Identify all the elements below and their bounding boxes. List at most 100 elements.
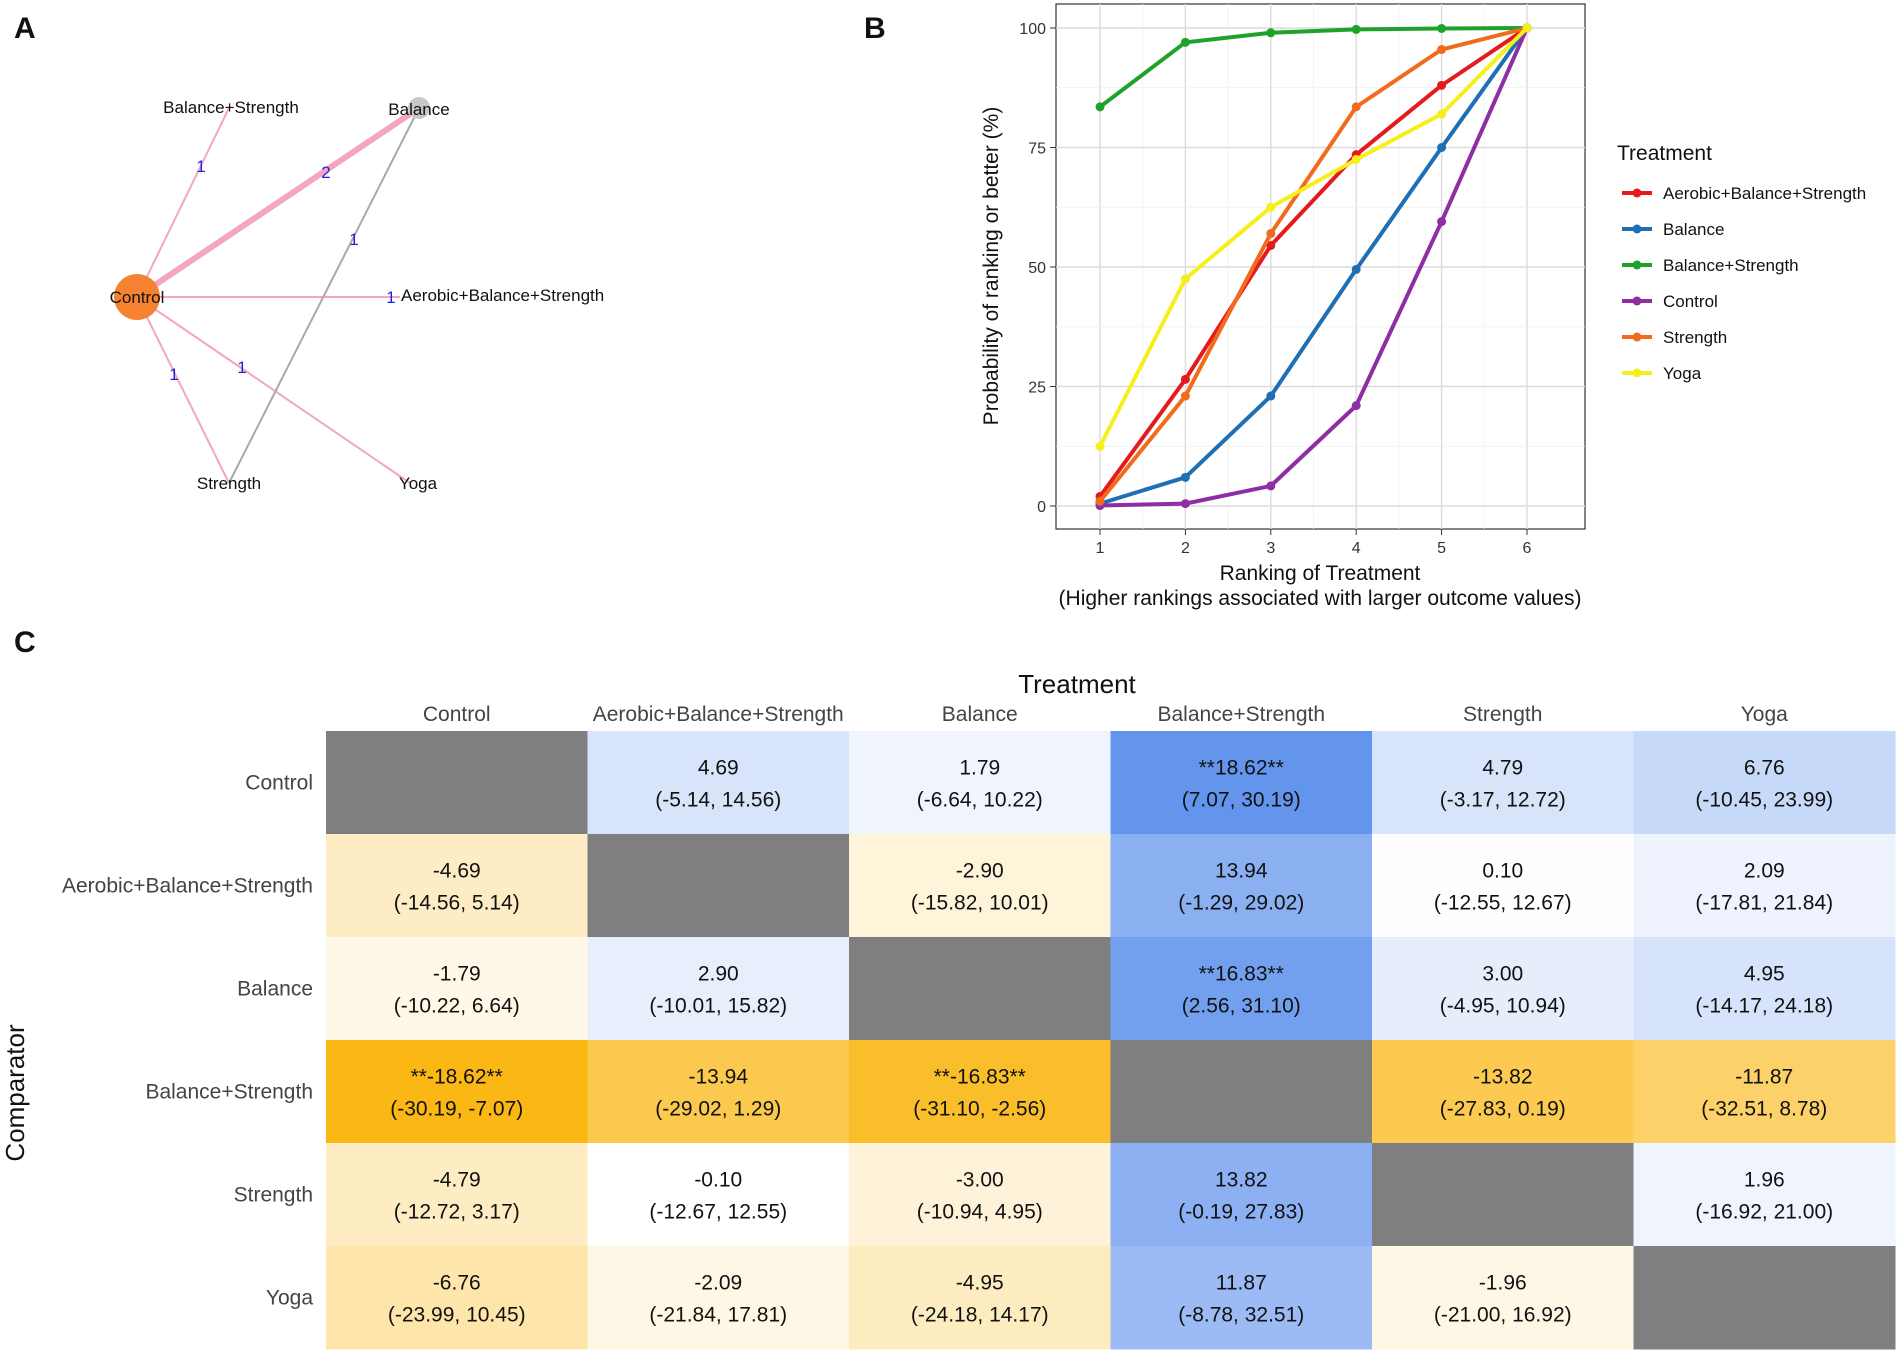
- heatmap-cell: [1633, 1040, 1896, 1144]
- heatmap-cell-estimate: 1.96: [1744, 1169, 1785, 1192]
- control-node: [114, 274, 160, 320]
- edge-balance-strength: [228, 107, 420, 484]
- heatmap-cell-estimate: 2.90: [698, 963, 739, 986]
- panel-b-label: B: [864, 12, 886, 45]
- heatmap-cell-estimate: 0.10: [1482, 860, 1523, 883]
- heatmap-cell: [1633, 937, 1896, 1041]
- heatmap-cell: [1372, 1040, 1634, 1144]
- heatmap-cell-ci: (-6.64, 10.22): [917, 789, 1043, 812]
- legend-swatch-point: [1632, 368, 1642, 378]
- heatmap-cell-ci: (-12.72, 3.17): [394, 1201, 520, 1224]
- heatmap-cell-ci: (-23.99, 10.45): [388, 1304, 526, 1327]
- heatmap-cell-ci: (-0.19, 27.83): [1178, 1201, 1304, 1224]
- legend-item-label: Aerobic+Balance+Strength: [1663, 184, 1866, 203]
- heatmap-cell: [1633, 1143, 1896, 1247]
- series-point: [1180, 374, 1190, 384]
- heatmap-cell: [587, 937, 850, 1041]
- x-axis-subtitle: (Higher rankings associated with larger …: [1059, 587, 1582, 610]
- heatmap-diagonal-cell: [326, 731, 588, 835]
- heatmap-cell-ci: (-32.51, 8.78): [1701, 1098, 1827, 1121]
- series-point: [1180, 274, 1190, 284]
- edge-label-balance-strength: 1: [349, 230, 358, 249]
- heatmap-cell: [1372, 731, 1634, 835]
- x-axis-title: Ranking of Treatment: [1220, 562, 1421, 585]
- heatmap-cell-estimate: -0.10: [694, 1169, 742, 1192]
- heatmap-cell-estimate: 11.87: [1216, 1272, 1267, 1295]
- series-point: [1266, 202, 1276, 212]
- network-plot: 1 2 1 1 1 1 Balance+Strength Balance Con…: [110, 97, 604, 493]
- legend-item-label: Yoga: [1663, 364, 1702, 383]
- heatmap-y-title: Comparator: [0, 1024, 30, 1162]
- heatmap-cell: [849, 1246, 1111, 1350]
- heatmap-cell: [1633, 834, 1896, 938]
- series-point: [1522, 23, 1532, 33]
- series-point: [1180, 472, 1190, 482]
- y-tick-label: 75: [1028, 141, 1046, 158]
- series-line-balance-strength: [1098, 26, 1528, 109]
- series-line-strength: [1098, 26, 1528, 503]
- legend-swatch-point: [1632, 332, 1642, 342]
- edge-control-balance-strength: [136, 107, 230, 298]
- heatmap-cell-ci: (-10.01, 15.82): [649, 995, 787, 1018]
- heatmap-cell: [587, 1143, 850, 1247]
- x-tick-label: 6: [1523, 540, 1532, 557]
- heatmap-cell: [849, 1143, 1111, 1247]
- heatmap-cell-ci: (-3.17, 12.72): [1440, 789, 1566, 812]
- legend-title: Treatment: [1617, 142, 1712, 165]
- heatmap-cell-estimate: 1.79: [959, 757, 1000, 780]
- edge-control-balance: [135, 105, 421, 300]
- series-point: [1266, 240, 1276, 250]
- series-point: [1351, 264, 1361, 274]
- y-tick-label: 100: [1019, 21, 1046, 38]
- heatmap-cell-estimate: -13.94: [688, 1066, 748, 1089]
- heatmap-diagonal-cell: [1633, 1246, 1896, 1350]
- legend-swatch-point: [1632, 188, 1642, 198]
- legend-item-label: Strength: [1663, 328, 1727, 347]
- edge-label-control-balance-strength: 1: [196, 157, 205, 176]
- series-point: [1095, 496, 1105, 506]
- heatmap-cell-ci: (-14.56, 5.14): [394, 892, 520, 915]
- series-point: [1180, 37, 1190, 47]
- heatmap-cell-ci: (-16.92, 21.00): [1695, 1201, 1833, 1224]
- legend-item-label: Control: [1663, 292, 1718, 311]
- series-point: [1437, 45, 1447, 55]
- heatmap-cell-ci: (-24.18, 14.17): [911, 1304, 1049, 1327]
- series-point: [1095, 102, 1105, 112]
- heatmap-cell-ci: (-4.95, 10.94): [1440, 995, 1566, 1018]
- heatmap-diagonal-cell: [1110, 1040, 1373, 1144]
- heatmap-cell-estimate: **16.83**: [1199, 963, 1284, 986]
- heatmap-cell: [849, 834, 1111, 938]
- heatmap-cell: [326, 1040, 588, 1144]
- series-point: [1437, 109, 1447, 119]
- edge-label-control-yoga: 1: [237, 358, 246, 377]
- heatmap-cell-estimate: -4.95: [956, 1272, 1004, 1295]
- heatmap-cell-ci: (-21.00, 16.92): [1434, 1304, 1572, 1327]
- heatmap-cell-estimate: -1.96: [1479, 1272, 1527, 1295]
- heatmap-cell: [326, 834, 588, 938]
- heatmap-row-label: Strength: [234, 1184, 313, 1207]
- heatmap-diagonal-cell: [587, 834, 850, 938]
- series-point: [1266, 391, 1276, 401]
- x-tick-label: 1: [1096, 540, 1105, 557]
- node-label-aerobic: Aerobic+Balance+Strength: [401, 286, 604, 305]
- series-point: [1266, 481, 1276, 491]
- heatmap-cell-estimate: **-16.83**: [934, 1066, 1026, 1089]
- heatmap-cell-ci: (-21.84, 17.81): [649, 1304, 787, 1327]
- legend-swatch-point: [1632, 260, 1642, 270]
- heatmap-cell-estimate: 13.94: [1215, 860, 1268, 883]
- heatmap-cell: [1372, 937, 1634, 1041]
- node-label-strength: Strength: [197, 474, 261, 493]
- series-line-control: [1099, 27, 1529, 508]
- heatmap-cell-ci: (-12.55, 12.67): [1434, 892, 1572, 915]
- heatmap-cell: [1372, 834, 1634, 938]
- heatmap-column-label: Control: [423, 703, 491, 726]
- heatmap-cell: [1633, 731, 1896, 835]
- legend: Aerobic+Balance+Strength Balance Balance+S…: [1622, 184, 1866, 383]
- heatmap-column-label: Balance+Strength: [1157, 703, 1325, 726]
- heatmap-cell-estimate: -3.00: [956, 1169, 1004, 1192]
- edge-label-control-aerobic: 1: [386, 288, 395, 307]
- legend-item-label: Balance: [1663, 220, 1724, 239]
- heatmap-title: Treatment: [1018, 669, 1136, 699]
- heatmap-cell-ci: (-30.19, -7.07): [390, 1098, 523, 1121]
- heatmap-cell: [587, 1246, 850, 1350]
